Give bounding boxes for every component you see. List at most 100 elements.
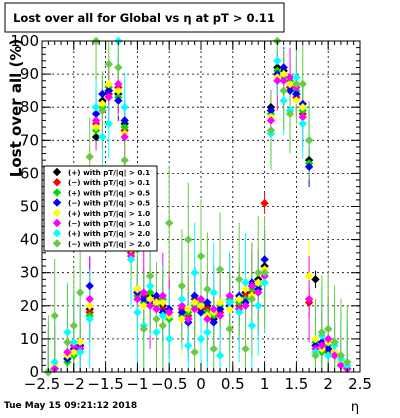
data-point [254,288,263,297]
data-point [91,132,101,142]
legend-label: (+) with pT/|q| > 0.5 [68,188,150,198]
legend-marker [52,198,62,207]
x-tick-label: −0.5 [151,375,187,393]
data-point [241,301,250,310]
legend-marker [52,218,62,228]
x-tick-label: 1.5 [284,375,308,393]
data-point [241,344,250,354]
data-point [158,321,168,330]
legend-marker [52,208,62,217]
data-point [145,281,155,291]
data-point [120,132,129,142]
data-point [190,304,199,314]
data-point [196,294,206,304]
data-point [311,334,320,344]
data-point [266,126,276,135]
data-point [152,298,161,307]
data-point [317,328,327,337]
data-point [304,162,314,171]
legend-label: (+) with pT/|q| > 0.1 [68,168,150,178]
data-point [203,328,212,337]
data-point [184,235,193,244]
data-point [184,314,193,324]
data-point [85,294,94,304]
data-point [196,251,206,261]
y-tick-label: 10 [20,330,39,348]
data-point [50,357,59,367]
data-point [292,79,301,89]
data-point [85,281,94,291]
data-point [104,59,113,69]
data-point [266,106,276,115]
data-point [225,298,234,307]
timestamp: Tue May 15 09:21:12 2018 [4,401,137,411]
data-point [304,294,314,304]
data-point [254,301,263,310]
data-point [145,288,155,297]
y-tick-label: 40 [20,231,39,249]
data-point [247,321,257,330]
data-point [165,334,174,344]
data-point [215,351,225,360]
legend-label: (−) with pT/|q| > 2.0 [68,239,150,249]
data-point [285,73,295,82]
data-point [298,103,307,112]
data-point [190,298,199,307]
data-point [177,301,187,310]
y-tick-label: 20 [20,297,39,315]
y-tick-label: 0 [29,363,39,381]
data-point [63,328,72,337]
data-point [260,268,269,277]
data-point [133,285,142,294]
y-tick-label: 70 [20,131,39,149]
data-point [177,294,187,304]
data-point [98,106,107,115]
legend-marker [52,188,62,197]
data-point [209,304,218,314]
data-point [145,271,155,281]
legend-label: (−) with pT/|q| > 0.5 [68,199,150,209]
data-point [203,285,212,294]
data-point [298,79,307,89]
data-point [225,304,234,314]
data-point [184,304,193,314]
data-point [324,334,333,344]
x-tick-label: 2.5 [348,375,372,393]
data-point [215,298,225,307]
data-point [152,304,161,314]
data-point [139,301,148,310]
legend-marker [52,178,62,187]
data-point [209,344,218,354]
data-point [145,294,155,304]
data-point [91,122,101,132]
data-point [298,119,307,128]
data-point [91,103,101,112]
data-point [114,86,123,95]
data-point [203,298,212,307]
data-point [336,351,346,360]
data-markers [44,36,352,377]
data-point [98,132,107,142]
data-point [234,275,244,284]
data-point [91,116,101,125]
data-point [85,152,94,162]
x-tick-label: −1 [126,375,148,393]
data-point [126,255,136,264]
y-tick-label: 30 [20,264,39,282]
data-point [209,288,218,297]
data-point [196,308,206,317]
data-point [190,268,199,277]
data-point [285,109,295,119]
data-point [304,271,314,281]
data-point [177,314,187,324]
data-point [114,96,123,105]
data-point [69,321,78,330]
data-point [139,288,148,297]
data-point [85,314,94,324]
data-point [133,308,142,317]
data-point [330,338,339,347]
x-tick-label: −1.5 [87,375,123,393]
data-point [152,291,161,301]
data-point [292,96,301,105]
